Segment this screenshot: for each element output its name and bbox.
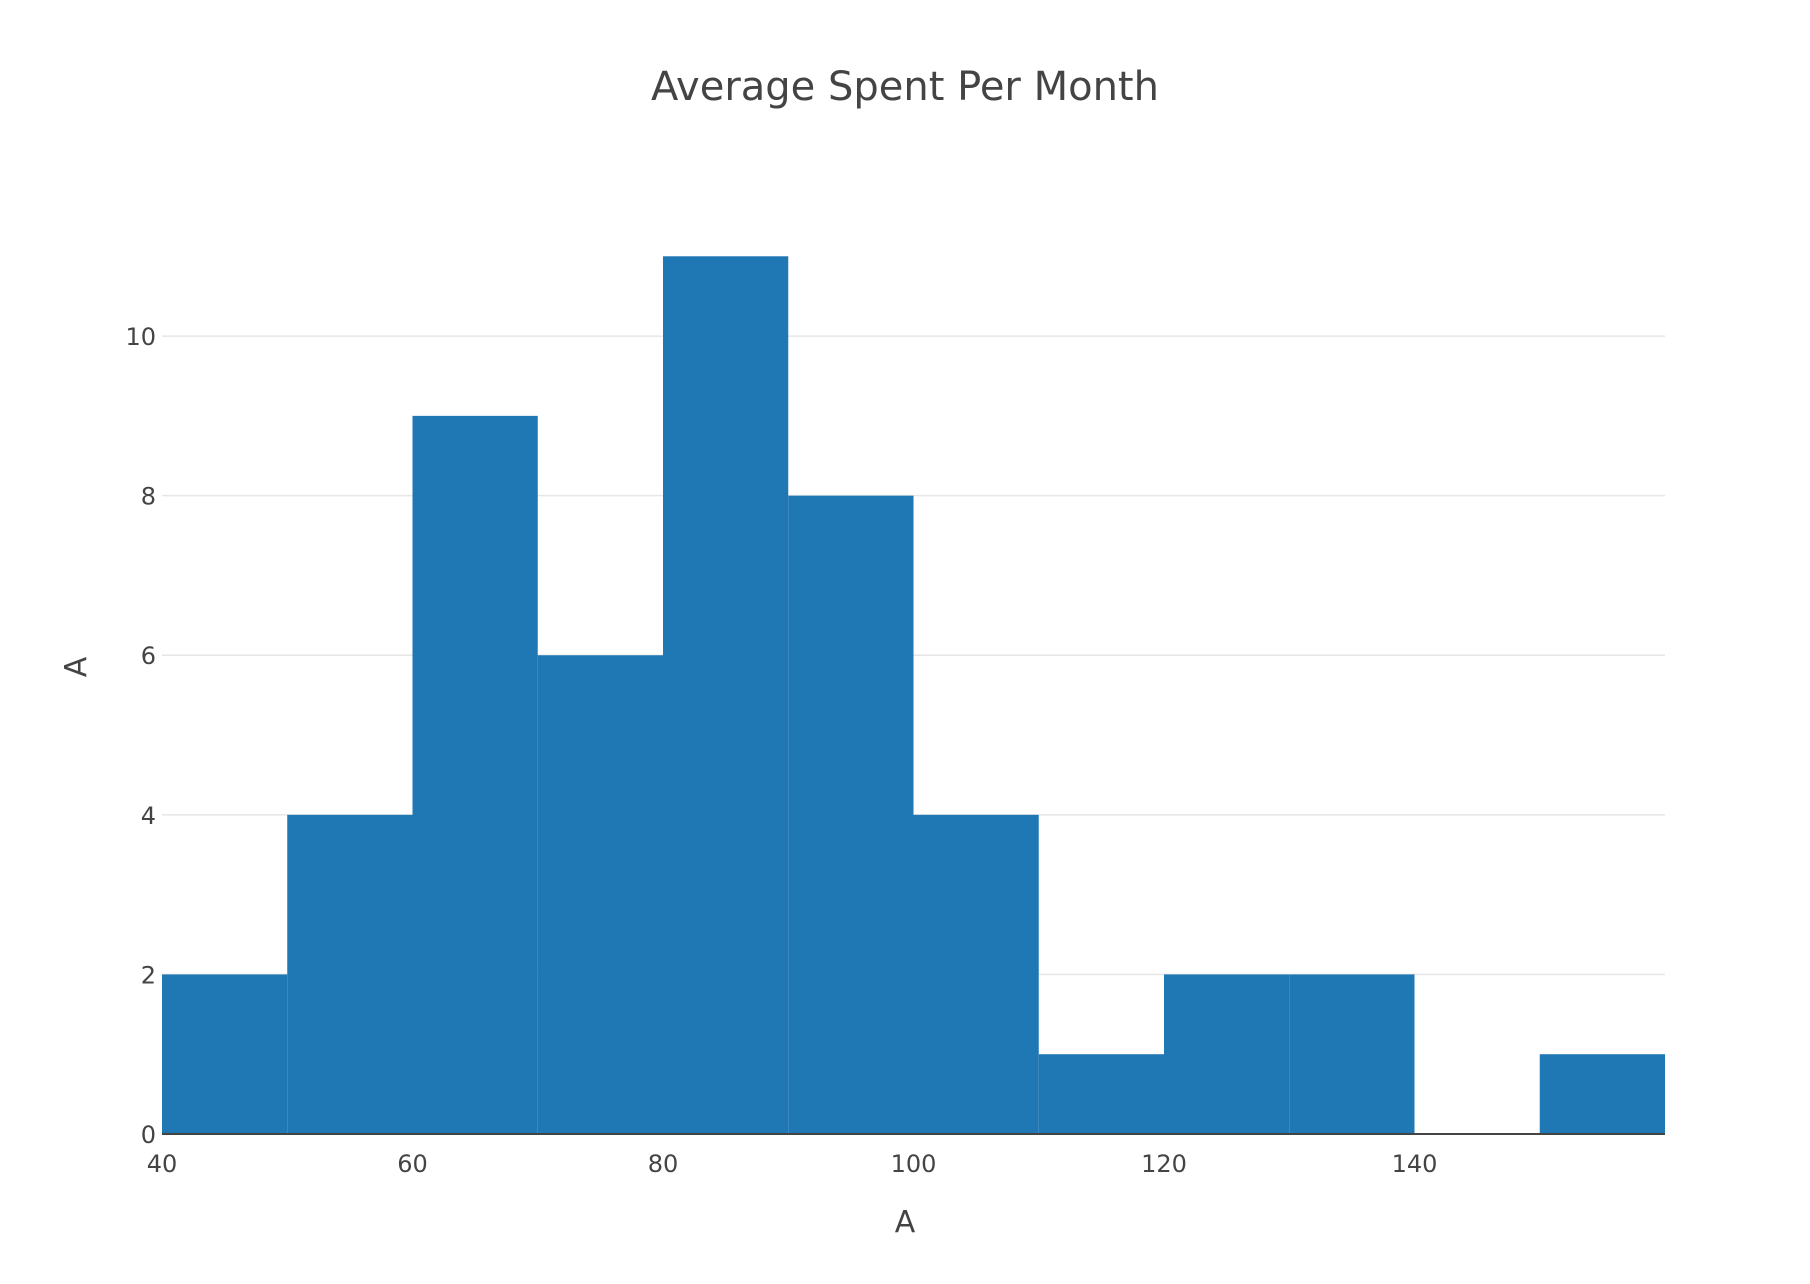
histogram-bar-3: [537, 655, 663, 1134]
bars: [162, 256, 1665, 1134]
histogram-bar-1: [287, 814, 413, 1134]
x-tick-label-5: 140: [1392, 1150, 1438, 1178]
histogram-bar-8: [1164, 974, 1290, 1134]
y-tick-label-3: 6: [141, 642, 156, 670]
y-tick-label-1: 2: [141, 961, 156, 989]
axes: 0 2 4 6 8 10 40 60 80 100 120 140: [125, 323, 1665, 1178]
y-tick-label-2: 4: [141, 802, 156, 830]
x-tick-label-2: 80: [648, 1150, 679, 1178]
histogram-bar-4: [663, 256, 789, 1134]
histogram-bar-7: [1038, 1054, 1164, 1134]
histogram-bar-6: [913, 814, 1039, 1134]
x-tick-label-4: 120: [1141, 1150, 1187, 1178]
histogram-bar-5: [788, 495, 914, 1134]
y-tick-label-4: 8: [141, 483, 156, 511]
x-tick-label-0: 40: [147, 1150, 178, 1178]
x-axis-title: A: [895, 1205, 916, 1240]
y-axis-title: A: [59, 656, 94, 677]
histogram-bar-11: [1539, 1054, 1665, 1134]
chart-title: Average Spent Per Month: [651, 64, 1159, 110]
histogram-bar-2: [412, 415, 538, 1134]
x-tick-label-1: 60: [397, 1150, 428, 1178]
histogram-bar-9: [1289, 974, 1415, 1134]
y-tick-label-0: 0: [141, 1121, 156, 1149]
histogram-bar-0: [162, 974, 288, 1134]
x-tick-label-3: 100: [891, 1150, 937, 1178]
y-tick-label-5: 10: [125, 323, 156, 351]
